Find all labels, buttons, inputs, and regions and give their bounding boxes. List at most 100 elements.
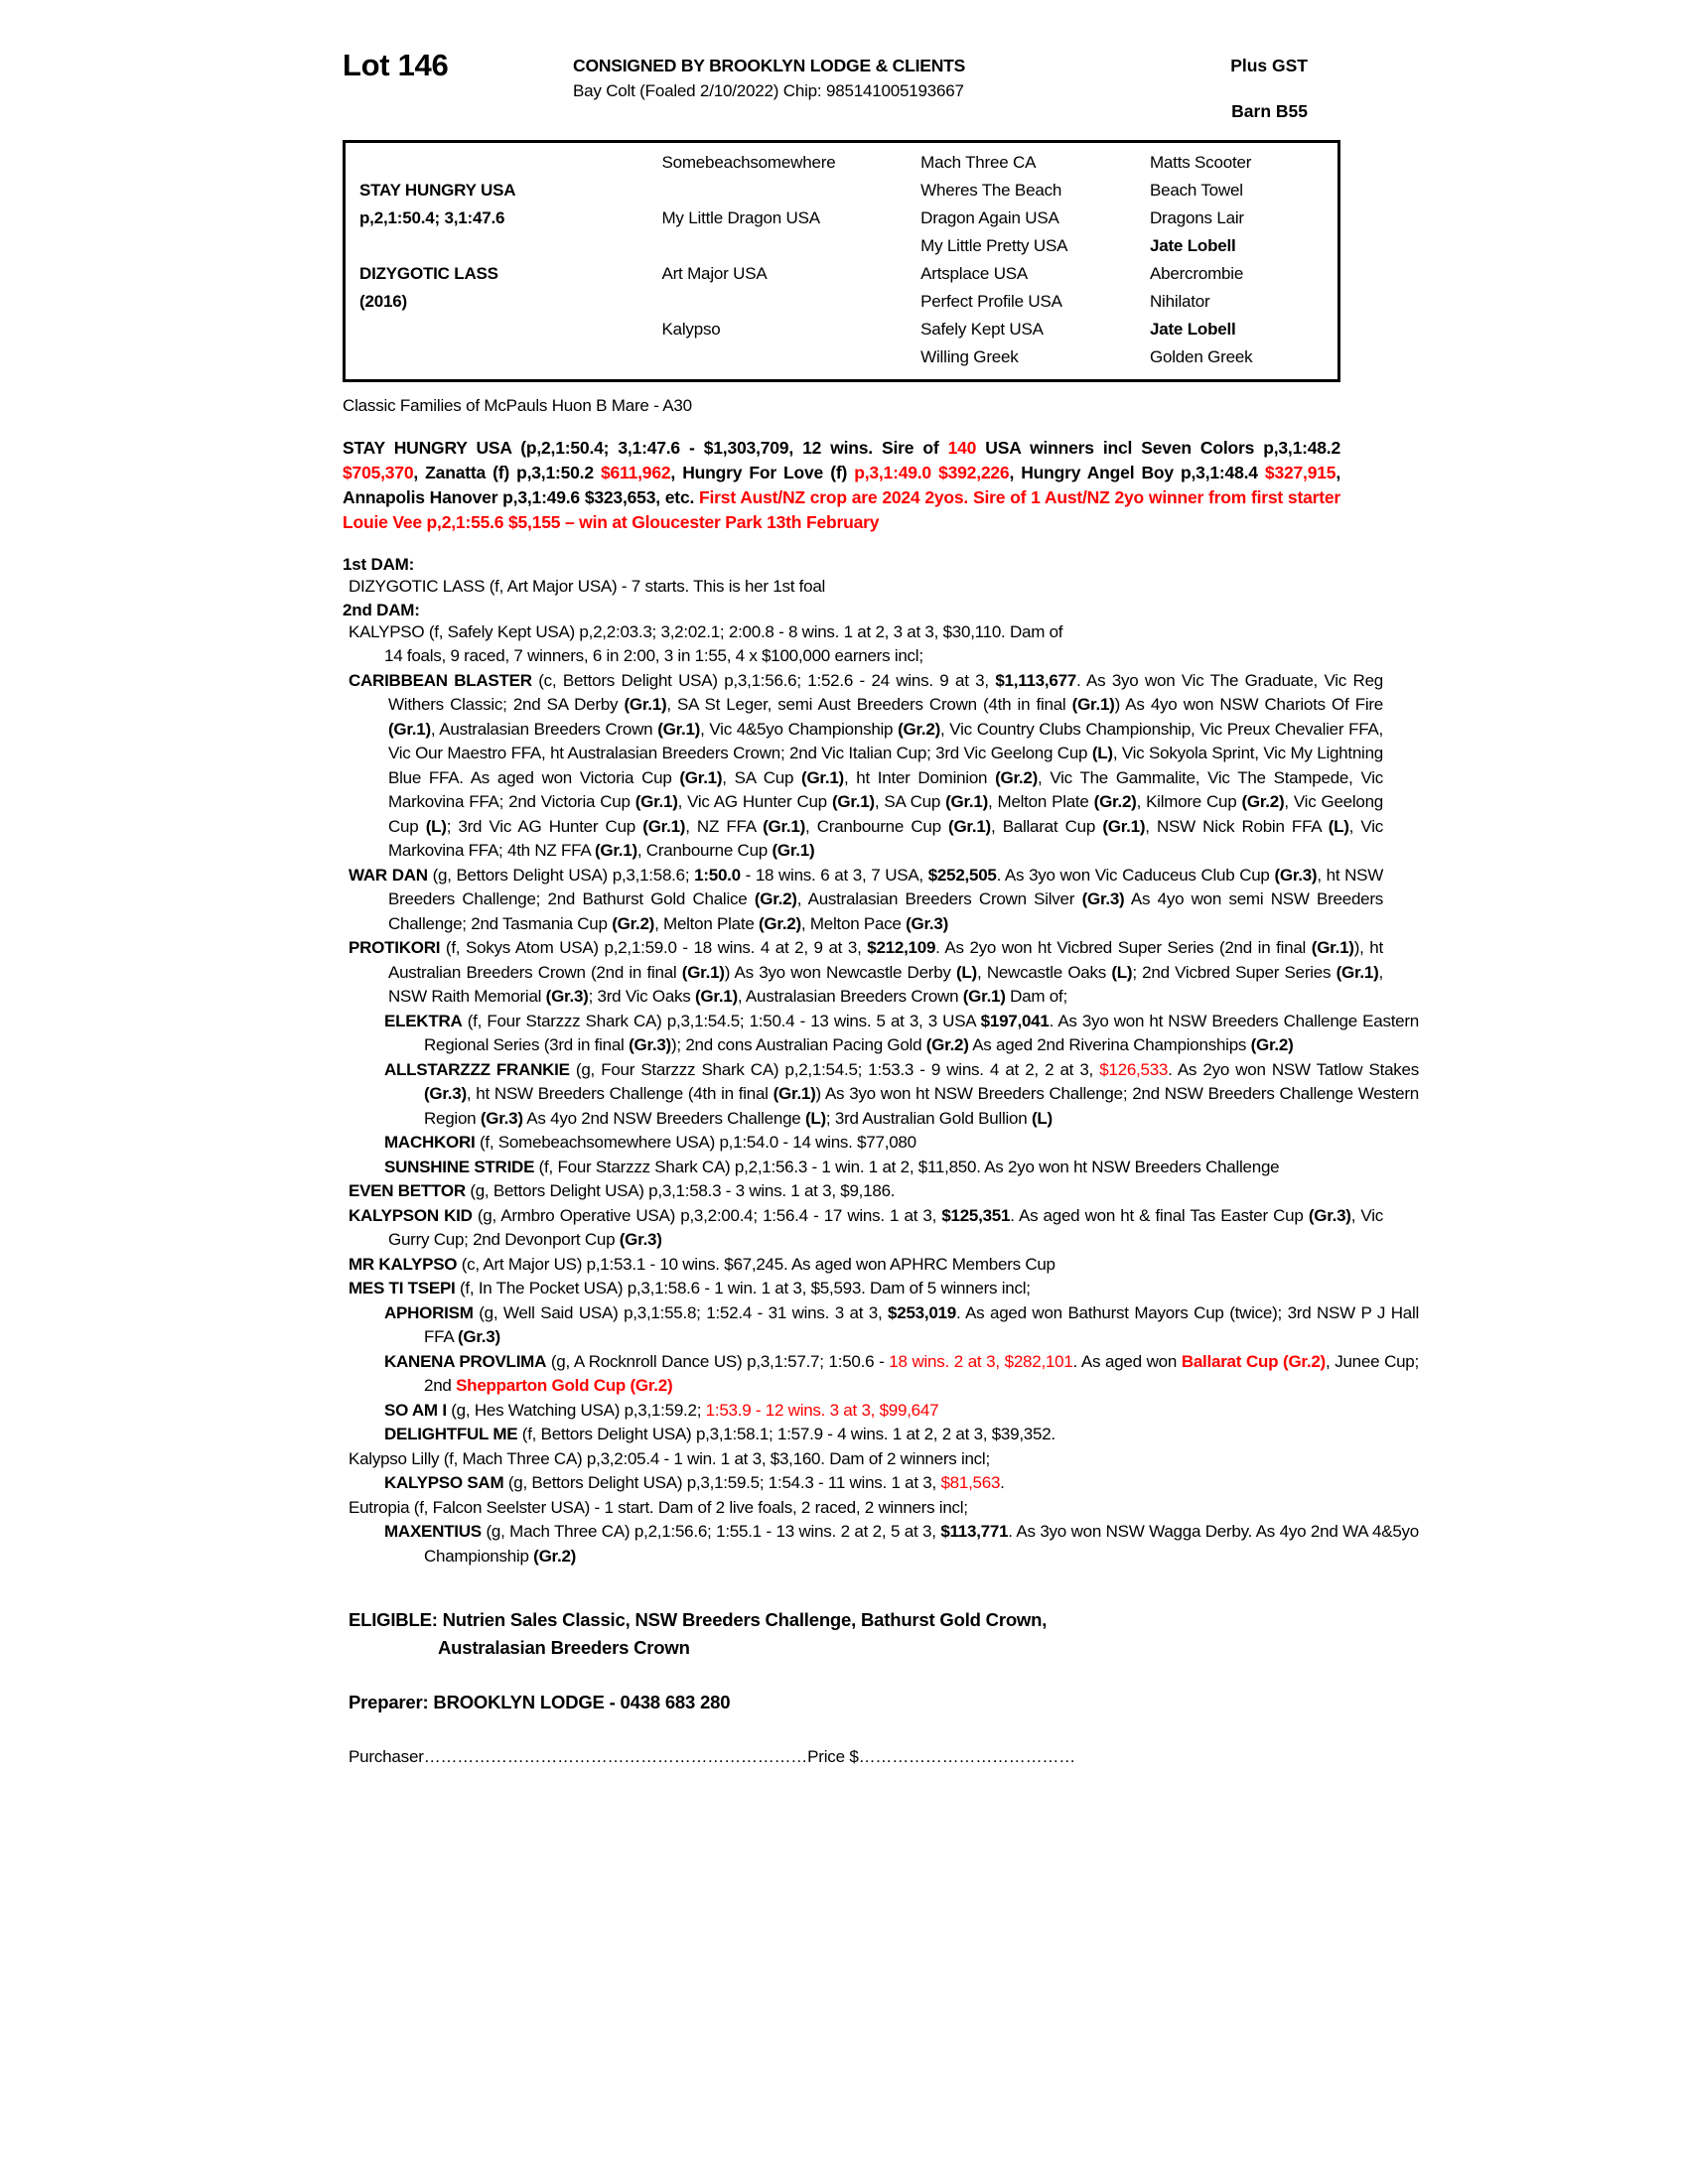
pedigree-column-gen3: Mach Three CA Wheres The Beach Dragon Ag…: [920, 149, 1150, 371]
progeny-detail: (c, Bettors Delight USA) p,3,1:56.6; 1:5…: [531, 670, 996, 690]
progeny-detail: (f, Four Starzzz Shark CA) p,3,1:54.5; 1…: [462, 1011, 981, 1030]
gen3-6: Perfect Profile USA: [920, 292, 1062, 311]
progeny-detail: , Australasian Breeders Crown: [737, 987, 963, 1006]
gen3-4: My Little Pretty USA: [920, 236, 1068, 255]
eligible-line-1: ELIGIBLE: Nutrien Sales Classic, NSW Bre…: [349, 1609, 1048, 1630]
sire-money-2: $611,962: [600, 463, 671, 482]
progeny-entry: MES TI TSEPI (f, In The Pocket USA) p,3,…: [343, 1277, 1383, 1301]
progeny-detail: ) As 4yo won NSW Chariots Of Fire: [1114, 695, 1384, 714]
dam-year: (2016): [359, 292, 407, 311]
gen4-8: Golden Greek: [1149, 347, 1253, 366]
progeny-detail: Shepparton Gold Cup (Gr.2): [456, 1376, 673, 1395]
pedigree-table: STAY HUNGRY USA p,2,1:50.4; 3,1:47.6 DIZ…: [343, 140, 1340, 382]
progeny-detail: (Gr.1): [962, 987, 1006, 1006]
first-dam-text: DIZYGOTIC LASS (f, Art Major USA) - 7 st…: [349, 577, 826, 596]
progeny-entry: APHORISM (g, Well Said USA) p,3,1:55.8; …: [343, 1301, 1419, 1350]
progeny-detail: (Gr.1): [945, 792, 989, 811]
progeny-detail: (Gr.1): [594, 841, 637, 860]
progeny-detail: , Vic Gurry Cup; 2nd Devonport Cup: [388, 1205, 1383, 1250]
sire-money-4: $327,915: [1264, 463, 1336, 482]
second-dam-line-1: KALYPSO (f, Safely Kept USA) p,2,2:03.3;…: [349, 621, 1063, 641]
progeny-detail: , NSW Nick Robin FFA: [1145, 816, 1329, 836]
progeny-detail: , Melton Plate: [988, 792, 1094, 811]
progeny-detail: (g, Bettors Delight USA) p,3,1:58.3 - 3 …: [465, 1181, 896, 1200]
progeny-detail: , Melton Plate: [654, 913, 760, 933]
sire-money-3: p,3,1:49.0 $392,226: [854, 463, 1010, 482]
progeny-detail: (Gr.1): [773, 1084, 816, 1103]
progeny-detail: . As aged won: [1072, 1351, 1182, 1371]
progeny-detail: , Cranbourne Cup: [636, 841, 773, 860]
progeny-detail: (Gr.2): [898, 719, 940, 739]
progeny-detail: (L): [804, 1108, 826, 1128]
progeny-detail: (Gr.1): [801, 767, 844, 787]
progeny-detail: (Gr.3): [619, 1230, 662, 1249]
gen4-3: Dragons Lair: [1149, 208, 1244, 227]
progeny-detail: (Gr.1): [1102, 816, 1146, 836]
progeny-detail: (Gr.1): [763, 816, 806, 836]
progeny-detail: Ballarat Cup (Gr.2): [1181, 1351, 1326, 1371]
sire-money-1: $705,370: [343, 463, 414, 482]
sire-dam: My Little Dragon USA: [661, 208, 820, 227]
progeny-detail: $197,041: [980, 1011, 1050, 1030]
progeny-detail: $126,533: [1099, 1059, 1169, 1079]
dam-sire: Art Major USA: [661, 264, 768, 283]
price-dots: …………………………………: [858, 1747, 1076, 1766]
gen3-1: Mach Three CA: [920, 153, 1037, 172]
progeny-detail: (Gr.1): [772, 841, 815, 860]
progeny-detail: (c, Art Major US) p,1:53.1 - 10 wins. $6…: [457, 1254, 1055, 1274]
progeny-detail: (Gr.2): [925, 1035, 969, 1054]
progeny-detail: , Vic 4&5yo Championship: [700, 719, 899, 739]
sire-record: p,2,1:50.4; 3,1:47.6: [359, 208, 505, 227]
progeny-detail: (Gr.1): [1336, 962, 1379, 982]
progeny-detail: , Vic Sokyola Sprint, Vic My Lightning B…: [388, 744, 1383, 787]
sire-text-1: STAY HUNGRY USA (p,2,1:50.4; 3,1:47.6 - …: [343, 438, 948, 458]
progeny-detail: , Vic Markovina FFA; 4th NZ FFA: [388, 816, 1383, 861]
progeny-detail: (Gr.1): [681, 962, 725, 982]
progeny-detail: (Gr.2): [759, 913, 801, 933]
progeny-detail: , Kilmore Cup: [1136, 792, 1242, 811]
sire-text-6: , Annapolis Hanover p,3,1:49.6 $323,653,…: [343, 463, 1340, 507]
first-dam-heading: 1st DAM:: [343, 555, 415, 574]
progeny-detail: (g, Bettors Delight USA) p,3,1:59.5; 1:5…: [503, 1473, 941, 1492]
progeny-name: EVEN BETTOR: [349, 1181, 466, 1200]
progeny-detail: . As 3yo won ht NSW Breeders Challenge E…: [424, 1011, 1419, 1055]
progeny-name: PROTIKORI: [349, 938, 441, 957]
gen3-8: Willing Greek: [920, 347, 1019, 366]
progeny-entry: Eutropia (f, Falcon Seelster USA) - 1 st…: [343, 1496, 1383, 1521]
progeny-detail: (Gr.3): [1308, 1205, 1351, 1225]
progeny-detail: (f, Bettors Delight USA) p,3,1:58.1; 1:5…: [517, 1425, 1055, 1443]
progeny-detail: ; 3rd Australian Gold Bullion: [825, 1108, 1032, 1128]
progeny-entry: KANENA PROVLIMA (g, A Rocknroll Dance US…: [343, 1350, 1419, 1399]
progeny-entry: ALLSTARZZZ FRANKIE (g, Four Starzzz Shar…: [343, 1058, 1419, 1132]
progeny-entry: ELEKTRA (f, Four Starzzz Shark CA) p,3,1…: [343, 1010, 1419, 1058]
page-content: Lot 146 CONSIGNED BY BROOKLYN LODGE & CL…: [343, 40, 1419, 1767]
progeny-name: WAR DAN: [349, 865, 428, 885]
progeny-detail: (Gr.1): [695, 987, 738, 1006]
progeny-entry: DELIGHTFUL ME (f, Bettors Delight USA) p…: [343, 1423, 1419, 1447]
progeny-detail: . As 2yo won NSW Tatlow Stakes: [1168, 1059, 1419, 1079]
gen3-7: Safely Kept USA: [920, 320, 1044, 339]
progeny-detail: ) As 3yo won ht NSW Breeders Challenge; …: [424, 1084, 1419, 1128]
progeny-detail: 18 wins. 2 at 3, $282,101: [889, 1351, 1073, 1371]
progeny-detail: (Gr.2): [612, 913, 655, 933]
progeny-name: KALYPSON KID: [349, 1205, 473, 1225]
progeny-detail: As aged 2nd Riverina Championships: [968, 1035, 1251, 1054]
purchaser-dots: ……………………………………………………………: [423, 1747, 808, 1766]
sire-sire: Somebeachsomewhere: [661, 153, 836, 172]
progeny-detail: (f, In The Pocket USA) p,3,1:58.6 - 1 wi…: [455, 1279, 1031, 1297]
progeny-detail: . As aged won Bathurst Mayors Cup (twice…: [424, 1302, 1420, 1347]
progeny-detail: ; 2nd Vicbred Super Series: [1132, 962, 1336, 982]
progeny-detail: , Melton Pace: [800, 913, 907, 933]
progeny-detail: (Gr.2): [533, 1546, 577, 1566]
progeny-detail: , NZ FFA: [685, 816, 764, 836]
progeny-detail: (f, Falcon Seelster USA) - 1 start. Dam …: [409, 1497, 968, 1517]
sire-text-2: USA winners incl Seven Colors p,3,1:48.2: [976, 438, 1341, 458]
progeny-name: KANENA PROVLIMA: [384, 1351, 547, 1371]
progeny-detail: (Gr.3): [457, 1327, 500, 1346]
progeny-detail: (f, Four Starzzz Shark CA) p,2,1:56.3 - …: [534, 1157, 1280, 1176]
progeny-detail: $81,563: [940, 1473, 1001, 1492]
progeny-detail: (f, Sokys Atom USA) p,2,1:59.0 - 18 wins…: [440, 938, 868, 957]
second-dam-heading: 2nd DAM:: [343, 600, 420, 619]
sire-paragraph: STAY HUNGRY USA (p,2,1:50.4; 3,1:47.6 - …: [343, 436, 1340, 535]
